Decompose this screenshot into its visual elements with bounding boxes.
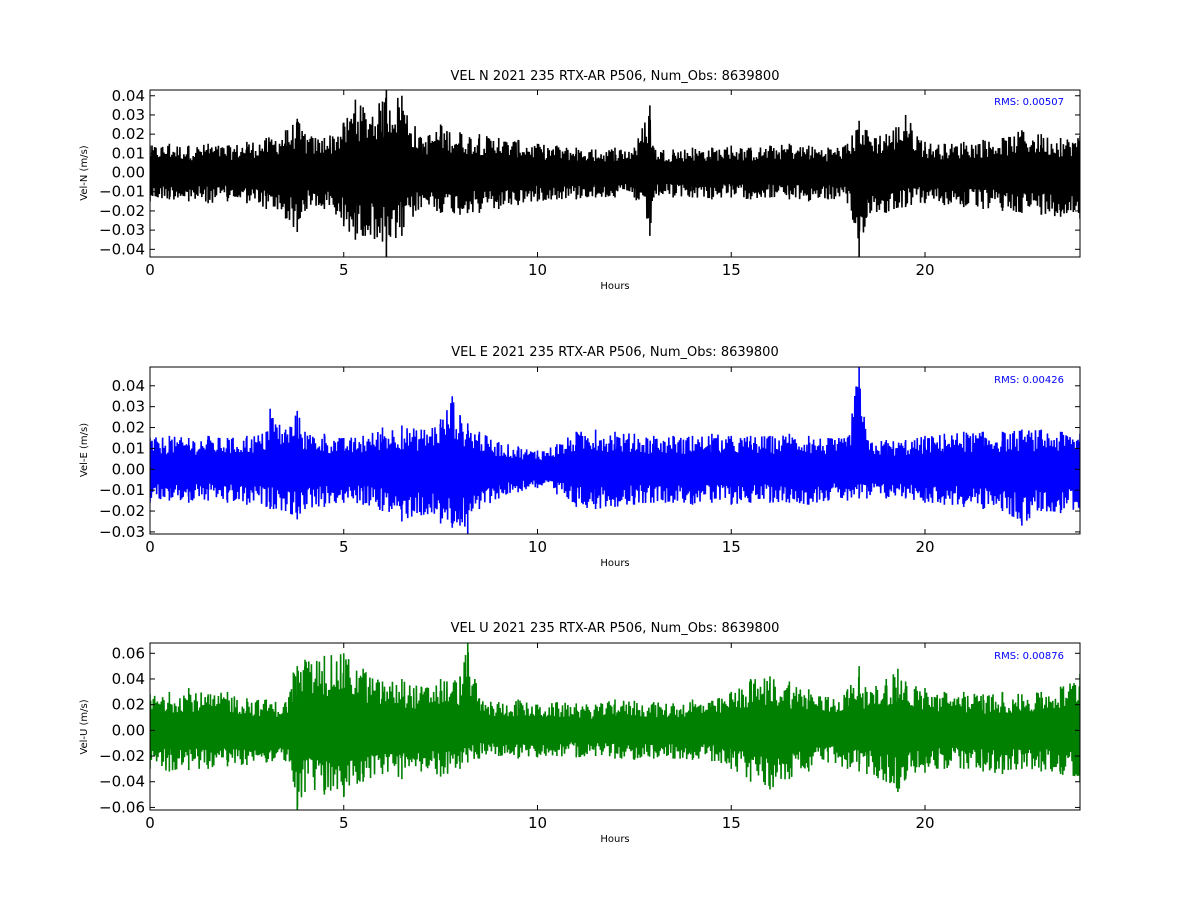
y-axis-label: Vel-U (m/s) [79,699,90,754]
y-tick-label: 0.01 [112,439,145,457]
axes-frame [149,366,1081,535]
x-tick-label: 10 [528,538,547,556]
x-tick-label: 0 [145,814,155,832]
panel-title: VEL E 2021 235 RTX-AR P506, Num_Obs: 863… [451,345,778,360]
series-line [150,643,1080,810]
y-axis-label: Vel-N (m/s) [79,145,90,200]
y-tick-label: −0.03 [99,221,145,239]
y-tick-label: 0.03 [112,398,145,416]
x-tick-label: 5 [339,814,349,832]
x-tick-label: 5 [339,261,349,279]
y-tick-label: 0.02 [112,125,145,143]
y-tick-label: 0.04 [112,87,145,105]
plot-area [150,367,1080,534]
y-tick-label: 0.00 [112,164,145,182]
y-tick-label: 0.02 [112,419,145,437]
y-axis-label: Vel-E (m/s) [79,423,90,477]
y-tick-label: 0.00 [112,460,145,478]
x-axis-label: Hours [600,281,629,292]
x-tick-label: 20 [915,814,934,832]
y-tick-label: −0.02 [99,502,145,520]
rms-annotation: RMS: 0.00507 [994,97,1064,108]
y-tick-label: −0.04 [99,240,145,258]
x-tick-label: 15 [722,814,741,832]
y-tick-label: −0.01 [99,481,145,499]
y-tick-label: 0.03 [112,106,145,124]
y-tick-label: 0.06 [112,644,145,662]
y-tick-label: 0.04 [112,670,145,688]
panel-vel-u: VEL U 2021 235 RTX-AR P506, Num_Obs: 863… [79,621,1081,845]
x-axis-label: Hours [600,558,629,569]
axes-frame [149,642,1081,811]
rms-annotation: RMS: 0.00426 [994,375,1064,386]
axes-frame [149,89,1081,258]
x-tick-label: 5 [339,538,349,556]
y-tick-label: −0.01 [99,183,145,201]
axis-ticks: 0 5 10 15 20 −0.06 −0.04 −0.02 0.00 0.02 0.04 0.06 [99,643,1080,832]
y-tick-label: 0.02 [112,696,145,714]
x-tick-label: 15 [722,538,741,556]
panel-title: VEL U 2021 235 RTX-AR P506, Num_Obs: 863… [451,621,780,636]
x-tick-label: 10 [528,261,547,279]
panel-title: VEL N 2021 235 RTX-AR P506, Num_Obs: 863… [451,69,780,84]
x-tick-label: 15 [722,261,741,279]
series-line [150,367,1080,534]
x-axis-label: Hours [600,834,629,845]
series-line [150,90,1080,257]
y-tick-label: −0.02 [99,747,145,765]
plot-area [150,643,1080,810]
x-tick-label: 0 [145,261,155,279]
y-tick-label: −0.03 [99,523,145,541]
y-tick-label: 0.04 [112,377,145,395]
plot-area [150,90,1080,257]
y-tick-label: −0.04 [99,773,145,791]
x-tick-label: 10 [528,814,547,832]
axis-ticks: 0 5 10 15 20 −0.04−0.03−0.02−0.010.00 0.010.02… [99,87,1080,279]
x-tick-label: 20 [915,538,934,556]
axis-ticks: 0 5 10 15 20 −0.03 −0.02 −0.01 0.00 0.01 0.02 0.03 0… [99,367,1080,556]
y-tick-label: −0.02 [99,202,145,220]
y-tick-label: 0.01 [112,144,145,162]
panel-vel-n: VEL N 2021 235 RTX-AR P506, Num_Obs: 863… [79,69,1081,292]
y-tick-label: −0.06 [99,798,145,816]
x-tick-label: 20 [915,261,934,279]
rms-annotation: RMS: 0.00876 [994,651,1064,662]
y-tick-label: 0.00 [112,721,145,739]
panel-vel-e: VEL E 2021 235 RTX-AR P506, Num_Obs: 863… [79,345,1081,569]
x-tick-label: 0 [145,538,155,556]
